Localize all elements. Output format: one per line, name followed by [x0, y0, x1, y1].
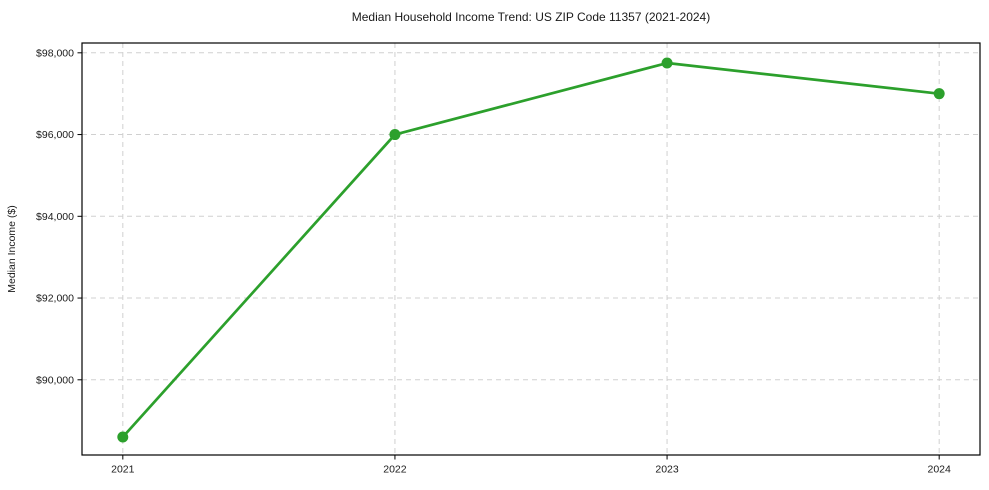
y-axis-label: Median Income ($): [6, 205, 18, 293]
trend-line: [121, 61, 941, 439]
data-point: [389, 129, 401, 141]
x-tick-label: 2022: [383, 464, 407, 476]
y-tick-label: $94,000: [36, 211, 74, 223]
plot-border: [81, 42, 981, 456]
series-layer: [117, 57, 945, 443]
y-tick-label: $96,000: [36, 129, 74, 141]
x-tick-label: 2024: [928, 464, 952, 476]
y-tick-label: $98,000: [36, 47, 74, 59]
x-tick-label: 2023: [655, 464, 679, 476]
tick-layer: 2021 2022 2023 2024 $90,000 $92,000 $94,000 $96…: [36, 47, 951, 475]
data-point: [933, 88, 945, 100]
x-tick-label: 2021: [111, 464, 135, 476]
y-tick-label: $90,000: [36, 374, 74, 386]
chart-title: Median Household Income Trend: US ZIP Co…: [352, 10, 710, 24]
data-point: [661, 57, 673, 69]
data-point: [117, 431, 129, 443]
y-tick-label: $92,000: [36, 293, 74, 305]
grid-layer: [82, 43, 980, 455]
